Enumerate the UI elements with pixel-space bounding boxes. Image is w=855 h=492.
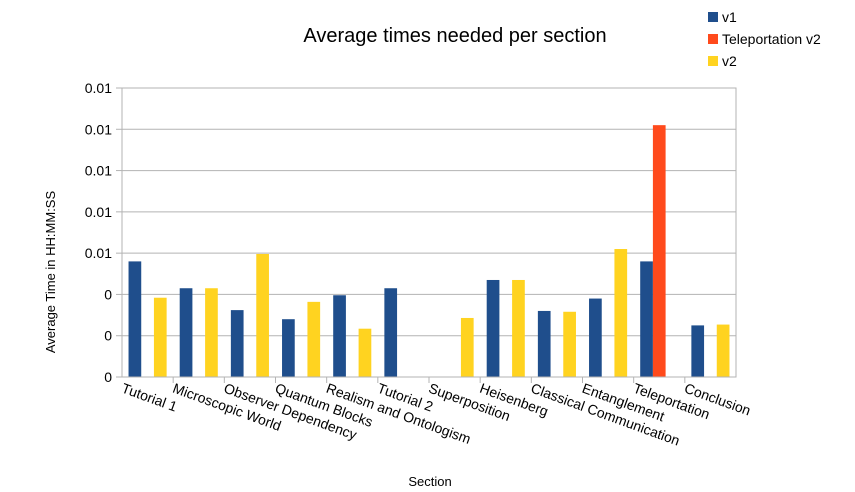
bar-v2 bbox=[563, 311, 576, 377]
y-tick-labels: 0 0 0 0.01 0.01 0.01 0.01 0.01 bbox=[85, 80, 112, 385]
bar-v1 bbox=[537, 310, 551, 377]
bar-v1 bbox=[282, 319, 295, 377]
legend-swatch bbox=[708, 12, 718, 22]
y-tick-label: 0 bbox=[104, 369, 112, 385]
chart-title: Average times needed per section bbox=[303, 25, 606, 47]
legend: v1 Teleportation v2 v2 bbox=[708, 9, 821, 69]
legend-swatch bbox=[708, 56, 718, 66]
bar-v2 bbox=[153, 297, 167, 377]
bar-v1 bbox=[589, 298, 602, 377]
legend-swatch bbox=[708, 34, 718, 44]
y-tick-label: 0.01 bbox=[85, 80, 112, 96]
legend-label: v2 bbox=[722, 53, 737, 69]
bar-v2 bbox=[512, 279, 525, 377]
bar-teleportation-v2 bbox=[652, 125, 666, 378]
bar-v1 bbox=[230, 310, 244, 377]
bar-v1 bbox=[486, 279, 500, 377]
y-axis-label: Average Time in HH:MM:SS bbox=[43, 191, 58, 354]
y-tick-label: 0.01 bbox=[85, 204, 112, 220]
y-tick-label: 0 bbox=[104, 286, 112, 302]
bar-v2 bbox=[460, 317, 474, 377]
bar-v2 bbox=[614, 249, 628, 377]
bar-v1 bbox=[384, 288, 398, 377]
y-tick-label: 0 bbox=[104, 328, 112, 344]
bar-v1 bbox=[128, 261, 142, 377]
bar-v2 bbox=[256, 253, 269, 377]
axes bbox=[121, 87, 737, 383]
bar-v2 bbox=[716, 324, 730, 377]
bars bbox=[128, 125, 730, 378]
x-tick-label: Tutorial 1 bbox=[120, 380, 180, 415]
y-tick-label: 0.01 bbox=[85, 121, 112, 137]
y-tick-label: 0.01 bbox=[85, 163, 112, 179]
bar-v2 bbox=[205, 288, 218, 377]
legend-label: Teleportation v2 bbox=[722, 31, 821, 47]
x-axis-label: Section bbox=[408, 474, 451, 489]
legend-label: v1 bbox=[722, 9, 737, 25]
y-tick-label: 0.01 bbox=[85, 245, 112, 261]
bar-v1 bbox=[333, 295, 346, 377]
bar-v1 bbox=[179, 288, 193, 377]
bar-v2 bbox=[358, 328, 372, 377]
bar-v1 bbox=[691, 325, 705, 377]
bar-v1 bbox=[640, 261, 653, 377]
bar-v2 bbox=[307, 301, 321, 377]
